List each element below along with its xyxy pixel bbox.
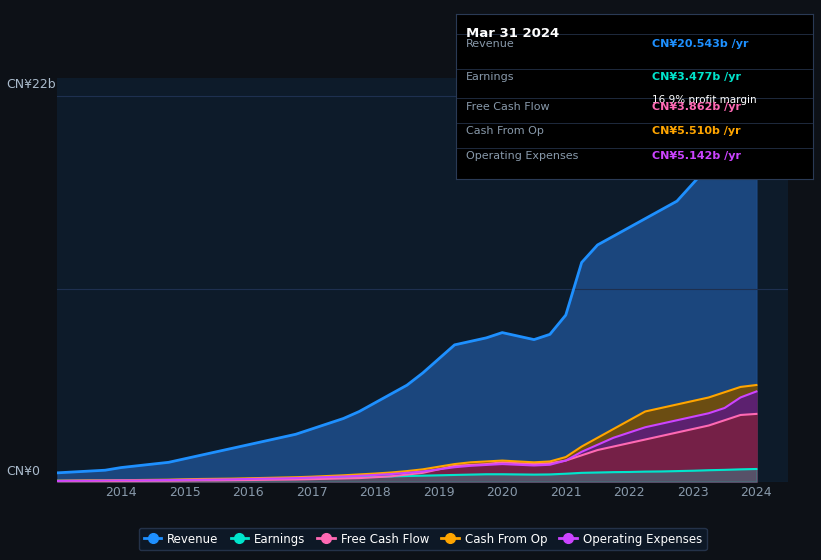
Text: CN¥5.510b /yr: CN¥5.510b /yr: [652, 127, 741, 136]
Text: Cash From Op: Cash From Op: [466, 127, 544, 136]
Text: CN¥20.543b /yr: CN¥20.543b /yr: [652, 39, 749, 49]
Text: Mar 31 2024: Mar 31 2024: [466, 27, 560, 40]
Text: CN¥5.142b /yr: CN¥5.142b /yr: [652, 151, 741, 161]
Text: 16.9% profit margin: 16.9% profit margin: [652, 95, 757, 105]
Text: CN¥3.477b /yr: CN¥3.477b /yr: [652, 72, 741, 82]
Text: CN¥22b: CN¥22b: [7, 78, 56, 91]
Text: Operating Expenses: Operating Expenses: [466, 151, 579, 161]
Text: Revenue: Revenue: [466, 39, 515, 49]
Legend: Revenue, Earnings, Free Cash Flow, Cash From Op, Operating Expenses: Revenue, Earnings, Free Cash Flow, Cash …: [139, 528, 707, 550]
Text: CN¥0: CN¥0: [7, 465, 40, 478]
Text: Free Cash Flow: Free Cash Flow: [466, 101, 550, 111]
Text: CN¥3.862b /yr: CN¥3.862b /yr: [652, 101, 741, 111]
Text: Earnings: Earnings: [466, 72, 515, 82]
